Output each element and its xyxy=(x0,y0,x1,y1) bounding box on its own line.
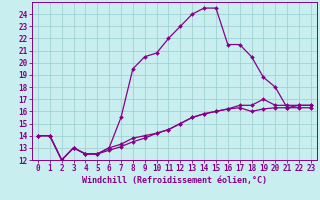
X-axis label: Windchill (Refroidissement éolien,°C): Windchill (Refroidissement éolien,°C) xyxy=(82,176,267,185)
